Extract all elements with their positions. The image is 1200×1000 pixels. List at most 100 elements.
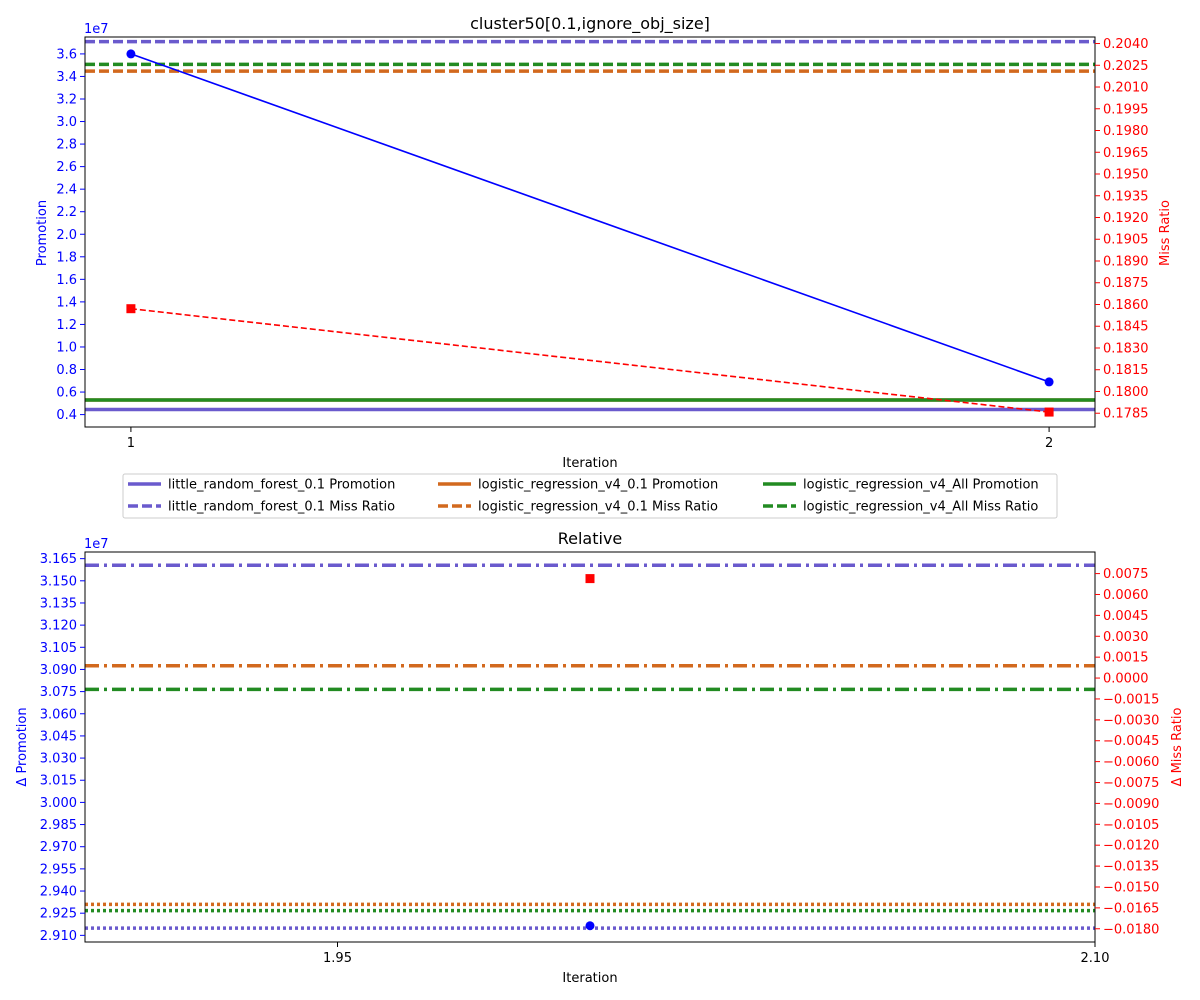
bottom-x-tick-label-1: 2.10 [1081, 951, 1110, 966]
top-right-tick-label-13: 0.1980 [1103, 124, 1149, 139]
top-left-tick-label-9: 2.2 [56, 205, 77, 220]
top-plot-frame [84, 36, 1096, 428]
top-right-tick-label-17: 0.2040 [1103, 37, 1149, 52]
top-left-tick-label-10: 2.4 [56, 183, 77, 198]
bottom-left-tick-label-9: 3.045 [40, 729, 77, 744]
top-right-tick-label-6: 0.1875 [1103, 276, 1149, 291]
top-series-0-point-1 [1044, 377, 1054, 387]
legend-label-4: logistic_regression_v4_All Promotion [803, 478, 1039, 493]
top-x-tick-label-0: 1 [127, 436, 135, 451]
top-right-tick-label-10: 0.1935 [1103, 189, 1149, 204]
legend-label-2: logistic_regression_v4_0.1 Promotion [478, 478, 718, 493]
top-right-tick-label-11: 0.1950 [1103, 168, 1149, 183]
bottom-left-tick-label-11: 3.075 [40, 685, 77, 700]
bottom-left-tick-label-16: 3.150 [40, 574, 77, 589]
bottom-left-tick-label-5: 2.985 [40, 818, 77, 833]
bottom-series-0-point-0 [585, 921, 595, 931]
top-left-tick-label-0: 0.4 [56, 408, 77, 423]
bottom-left-tick-label-4: 2.970 [40, 840, 77, 855]
bottom-right-tick-label-11: −0.0015 [1103, 692, 1159, 707]
top-right-tick-label-16: 0.2025 [1103, 59, 1149, 74]
legend: little_random_forest_0.1 Promotion little… [122, 473, 1058, 519]
legend-label-0: little_random_forest_0.1 Promotion [168, 478, 395, 493]
bottom-left-tick-label-12: 3.090 [40, 663, 77, 678]
bottom-right-tick-label-7: −0.0075 [1103, 776, 1159, 791]
bottom-chart-title: Relative [558, 529, 623, 548]
top-left-tick-label-14: 3.2 [56, 92, 77, 107]
top-right-tick-label-4: 0.1845 [1103, 320, 1149, 335]
top-left-tick-label-3: 1.0 [56, 340, 77, 355]
top-series-0-line [130, 53, 1050, 383]
top-left-tick-label-11: 2.6 [56, 160, 77, 175]
top-series-0-point-0 [126, 49, 136, 59]
bottom-left-tick-label-15: 3.135 [40, 596, 77, 611]
legend-label-1: little_random_forest_0.1 Miss Ratio [168, 500, 395, 515]
bottom-right-tick-label-4: −0.0120 [1103, 839, 1159, 854]
bottom-left-tick-label-0: 2.910 [40, 929, 77, 944]
top-left-tick-label-7: 1.8 [56, 250, 77, 265]
top-right-tick-label-9: 0.1920 [1103, 211, 1149, 226]
bottom-right-tick-label-9: −0.0045 [1103, 734, 1159, 749]
bottom-right-tick-label-6: −0.0090 [1103, 797, 1159, 812]
bottom-left-tick-label-8: 3.030 [40, 752, 77, 767]
top-left-tick-label-5: 1.4 [56, 295, 77, 310]
top-right-axis-label: Miss Ratio [1158, 200, 1173, 266]
bottom-left-tick-label-2: 2.940 [40, 885, 77, 900]
bottom-left-axis-label: Δ Promotion [15, 707, 30, 786]
top-left-tick-label-2: 0.8 [56, 363, 77, 378]
top-right-tick-label-12: 0.1965 [1103, 146, 1149, 161]
legend-label-5: logistic_regression_v4_All Miss Ratio [803, 500, 1038, 515]
bottom-right-tick-label-10: −0.0030 [1103, 713, 1159, 728]
top-series-1-point-1 [1044, 407, 1054, 417]
top-right-tick-label-14: 0.1995 [1103, 102, 1149, 117]
bottom-plot-area: 1.95 2.10 2.910 2.925 2.940 2.955 2.970 2.985 3.… [40, 551, 1159, 966]
bottom-x-axis-label: Iteration [562, 971, 617, 986]
top-right-tick-label-0: 0.1785 [1103, 407, 1149, 422]
bottom-chart: Relative 1e7 Δ Promotion Δ Miss Ratio It… [15, 529, 1185, 986]
bottom-right-tick-label-13: 0.0015 [1103, 651, 1149, 666]
bottom-left-tick-label-7: 3.015 [40, 774, 77, 789]
legend-frame [122, 473, 1058, 519]
bottom-right-tick-label-15: 0.0045 [1103, 609, 1149, 624]
top-right-tick-label-1: 0.1800 [1103, 385, 1149, 400]
bottom-left-tick-label-10: 3.060 [40, 707, 77, 722]
top-x-tick-label-1: 2 [1045, 436, 1053, 451]
bottom-right-tick-label-16: 0.0060 [1103, 588, 1149, 603]
top-left-tick-label-1: 0.6 [56, 386, 77, 401]
bottom-right-tick-label-3: −0.0135 [1103, 860, 1159, 875]
legend-label-3: logistic_regression_v4_0.1 Miss Ratio [478, 500, 718, 515]
bottom-left-tick-label-13: 3.105 [40, 641, 77, 656]
bottom-x-tick-label-0: 1.95 [323, 951, 352, 966]
top-series-1-point-0 [126, 304, 136, 314]
bottom-left-tick-label-3: 2.955 [40, 862, 77, 877]
top-right-tick-label-15: 0.2010 [1103, 81, 1149, 96]
bottom-left-offset-label: 1e7 [84, 537, 109, 552]
top-right-tick-label-5: 0.1860 [1103, 298, 1149, 313]
top-right-tick-label-2: 0.1815 [1103, 363, 1149, 378]
bottom-right-tick-label-0: −0.0180 [1103, 922, 1159, 937]
top-right-tick-label-8: 0.1905 [1103, 233, 1149, 248]
top-right-tick-label-3: 0.1830 [1103, 341, 1149, 356]
top-x-axis-label: Iteration [562, 456, 617, 471]
bottom-right-axis-label: Δ Miss Ratio [1170, 708, 1185, 787]
top-plot-area: 1 2 0.4 0.6 0.8 1.0 1.2 1.4 1.6 1.8 2.0 2.2 2.4 2.6 2.… [56, 36, 1149, 451]
top-chart: cluster50[0.1,ignore_obj_size] 1e7 Promo… [35, 14, 1173, 471]
top-left-tick-label-15: 3.4 [56, 70, 77, 85]
bottom-right-tick-label-8: −0.0060 [1103, 755, 1159, 770]
bottom-left-tick-label-17: 3.165 [40, 552, 77, 567]
bottom-right-tick-label-12: 0.0000 [1103, 672, 1149, 687]
bottom-right-tick-label-2: −0.0150 [1103, 880, 1159, 895]
top-left-tick-label-13: 3.0 [56, 115, 77, 130]
top-left-tick-label-4: 1.2 [56, 318, 77, 333]
bottom-left-tick-label-6: 3.000 [40, 796, 77, 811]
bottom-right-tick-label-1: −0.0165 [1103, 901, 1159, 916]
bottom-plot-frame [84, 551, 1096, 943]
top-chart-title: cluster50[0.1,ignore_obj_size] [470, 14, 710, 34]
top-right-tick-label-7: 0.1890 [1103, 254, 1149, 269]
bottom-right-tick-label-14: 0.0030 [1103, 630, 1149, 645]
bottom-right-tick-label-5: −0.0105 [1103, 818, 1159, 833]
top-left-tick-label-16: 3.6 [56, 47, 77, 62]
bottom-left-tick-label-1: 2.925 [40, 907, 77, 922]
top-left-tick-label-8: 2.0 [56, 228, 77, 243]
